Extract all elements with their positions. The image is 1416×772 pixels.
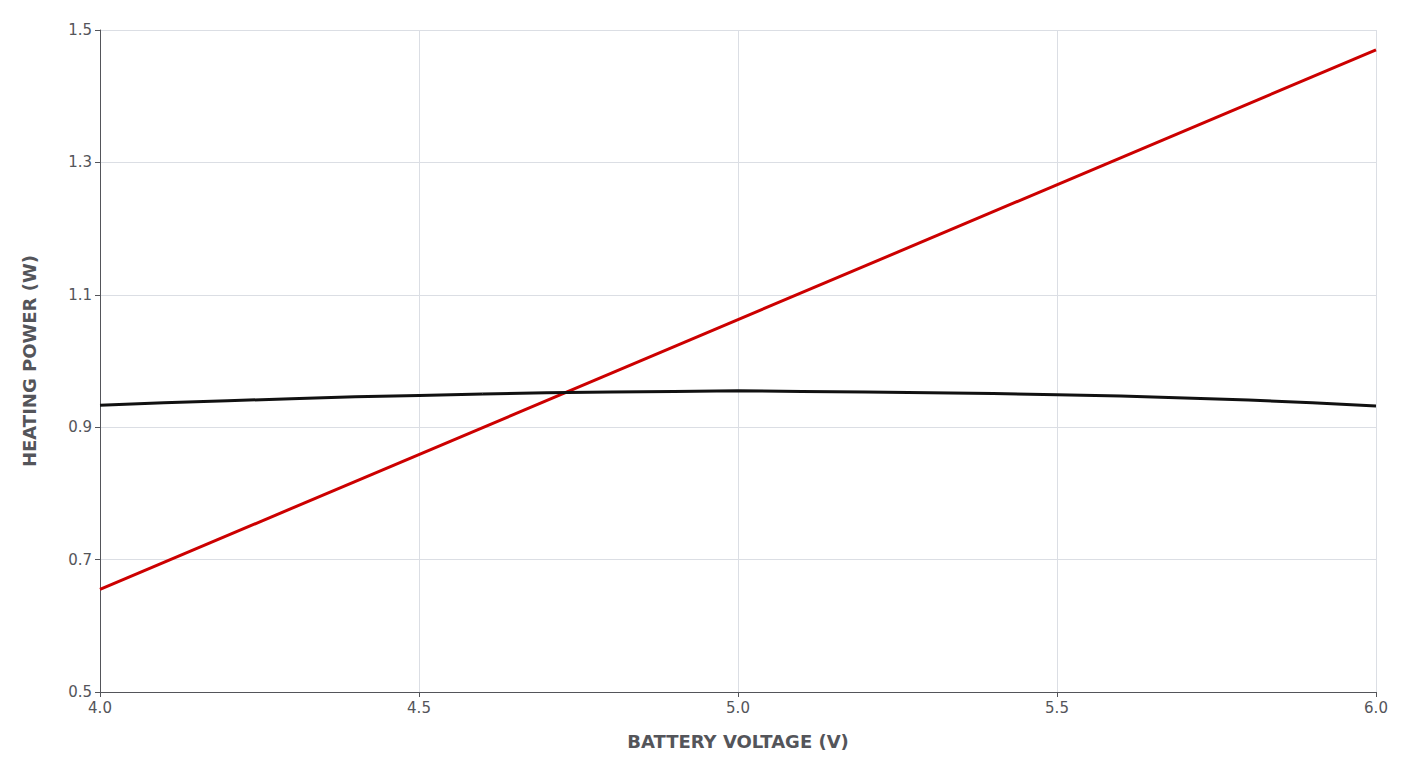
svg-text:1.3: 1.3 (68, 153, 92, 171)
svg-text:4.0: 4.0 (88, 699, 112, 717)
svg-text:1.5: 1.5 (68, 21, 92, 39)
svg-text:4.5: 4.5 (407, 699, 431, 717)
svg-text:5.0: 5.0 (726, 699, 750, 717)
svg-text:5.5: 5.5 (1045, 699, 1069, 717)
svg-text:6.0: 6.0 (1364, 699, 1388, 717)
svg-text:HEATING POWER (W): HEATING POWER (W) (19, 255, 40, 467)
svg-text:0.9: 0.9 (68, 418, 92, 436)
svg-text:0.5: 0.5 (68, 683, 92, 701)
svg-text:1.1: 1.1 (68, 286, 92, 304)
svg-text:0.7: 0.7 (68, 551, 92, 569)
svg-text:BATTERY VOLTAGE (V): BATTERY VOLTAGE (V) (627, 731, 849, 752)
